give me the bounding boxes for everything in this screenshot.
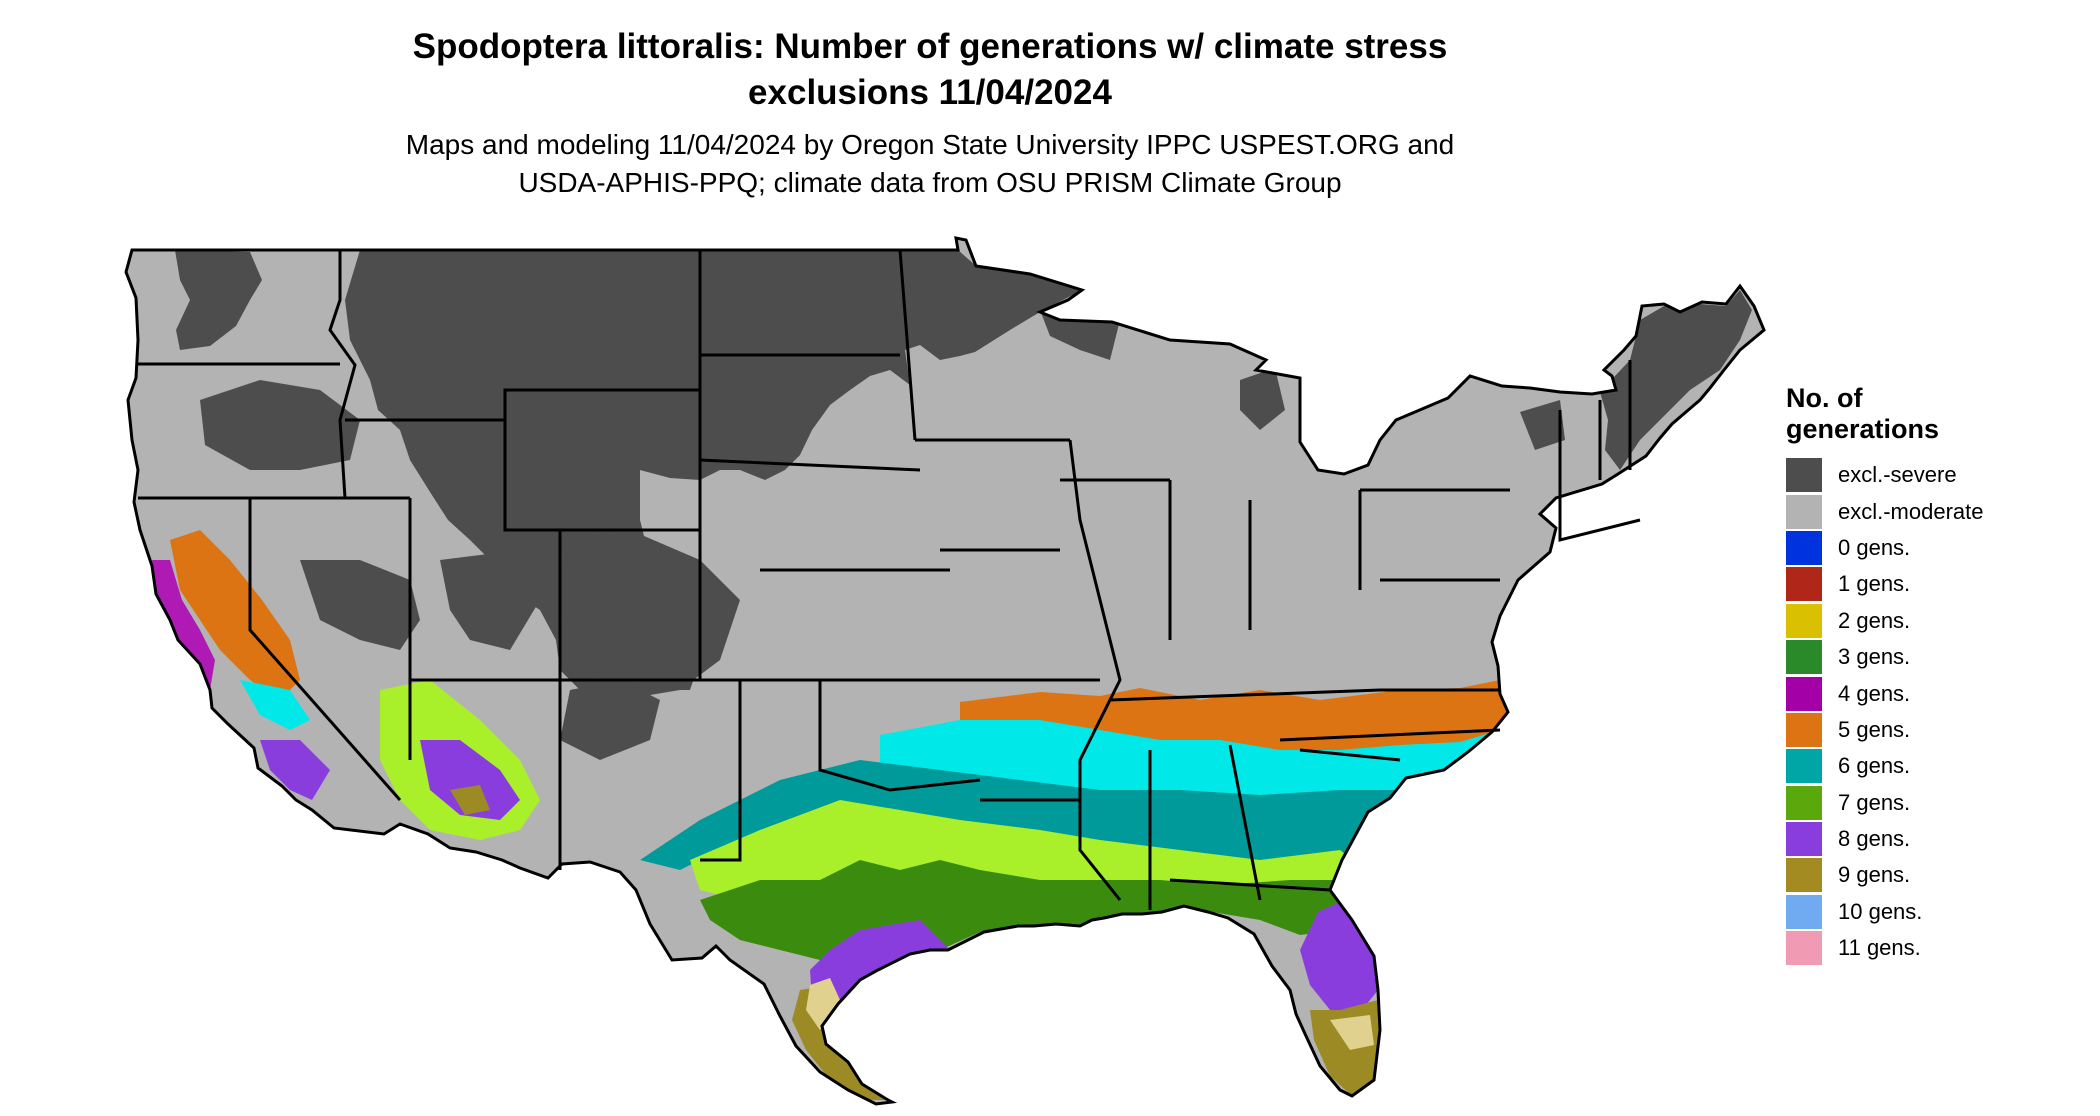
legend-swatch — [1786, 822, 1822, 857]
border-ga-fl — [1169, 878, 1331, 892]
border-ok-tx — [818, 680, 981, 792]
legend: No. of generations excl.-severe excl.-mod… — [1786, 383, 2046, 966]
border-ca-nv — [248, 498, 402, 801]
legend-swatch — [1786, 530, 1822, 565]
legend-swatch — [1786, 676, 1822, 711]
legend-item: excl.-moderate — [1786, 493, 2046, 529]
legend-label: 9 gens. — [1838, 862, 1911, 888]
region-gen6-south — [640, 760, 1480, 870]
map-subtitle-line2: USDA-APHIS-PPQ; climate data from OSU PR… — [518, 167, 1342, 198]
legend-swatch — [1786, 603, 1822, 638]
region-gen9-light-florida — [1330, 1015, 1374, 1050]
legend-label: 0 gens. — [1838, 534, 1911, 560]
border-mn-w — [898, 249, 917, 441]
region-excl-severe-ny — [1520, 400, 1565, 450]
region-gen8-socal — [260, 740, 330, 800]
legend-title-line1: No. of — [1786, 383, 1863, 413]
legend-label: 2 gens. — [1838, 607, 1911, 633]
map-title-line1: Spodoptera littoralis: Number of generat… — [412, 27, 1448, 66]
border-sd-ne — [699, 458, 921, 472]
border-al-ga — [1228, 744, 1262, 901]
region-gen5-california — [170, 530, 300, 700]
legend-swatch — [1786, 458, 1822, 493]
border-new-england — [1558, 410, 1641, 542]
state-borders — [124, 236, 1766, 1106]
map-subtitle-line1: Maps and modeling 11/04/2024 by Oregon S… — [405, 129, 1455, 160]
legend-swatch — [1786, 712, 1822, 747]
border-nc-sc — [1299, 748, 1401, 762]
legend-item: 7 gens. — [1786, 785, 2046, 821]
legend-swatch — [1786, 640, 1822, 675]
legend-label: 1 gens. — [1838, 571, 1911, 597]
legend-item: 10 gens. — [1786, 894, 2046, 930]
legend-item: 3 gens. — [1786, 639, 2046, 675]
legend-label: 11 gens. — [1838, 935, 1921, 961]
legend-swatch — [1786, 931, 1822, 966]
region-gen8-texas-coast — [810, 920, 950, 1005]
border-id-w — [328, 250, 357, 499]
legend-item: 1 gens. — [1786, 566, 2046, 602]
legend-title-line2: generations — [1786, 414, 1940, 444]
region-excl-severe-co — [560, 530, 740, 700]
legend-swatch — [1786, 494, 1822, 529]
region-excl-severe-upper-mi — [1240, 368, 1285, 430]
legend-swatch — [1786, 785, 1822, 820]
legend-label: 4 gens. — [1838, 680, 1911, 706]
region-gen9-light-south-texas — [806, 978, 840, 1030]
map-subtitle: Maps and modeling 11/04/2024 by Oregon S… — [0, 126, 1860, 202]
region-excl-severe-or — [200, 380, 360, 470]
legend-label: excl.-moderate — [1838, 498, 1984, 524]
region-gen6-light-california — [240, 680, 310, 730]
legend-item: 9 gens. — [1786, 857, 2046, 893]
legend-item: excl.-severe — [1786, 457, 2046, 493]
legend-label: 8 gens. — [1838, 826, 1911, 852]
map-title: Spodoptera littoralis: Number of generat… — [0, 24, 1860, 116]
legend-item: 4 gens. — [1786, 675, 2046, 711]
region-gen4-california — [152, 560, 215, 690]
legend-label: excl.-severe — [1838, 462, 1957, 488]
legend-swatch — [1786, 858, 1822, 893]
region-excl-severe-ut — [440, 550, 540, 650]
legend-swatch — [1786, 894, 1822, 929]
border-wy — [503, 390, 700, 532]
legend-label: 10 gens. — [1838, 898, 1923, 924]
legend-label: 6 gens. — [1838, 753, 1911, 779]
border-tn-nc — [1279, 728, 1501, 742]
region-excl-severe-new-england — [1600, 290, 1752, 470]
legend-title: No. of generations — [1786, 383, 2046, 445]
region-gen9-arizona — [450, 785, 490, 815]
region-excl-severe-nm — [560, 680, 660, 760]
border-nm-tx — [700, 680, 742, 862]
region-excl-severe-nw — [175, 250, 262, 350]
legend-item: 0 gens. — [1786, 530, 2046, 566]
border-ky-tn — [1109, 688, 1381, 702]
region-gen8-florida — [1300, 902, 1378, 1010]
legend-item: 11 gens. — [1786, 930, 2046, 966]
legend-item: 2 gens. — [1786, 603, 2046, 639]
legend-label: 3 gens. — [1838, 644, 1911, 670]
map-fill-layers — [126, 238, 1764, 1104]
border-ms-river — [1068, 439, 1122, 901]
legend-item: 8 gens. — [1786, 821, 2046, 857]
legend-items: excl.-severe excl.-moderate 0 gens. 1 gens.… — [1786, 457, 2046, 966]
legend-swatch — [1786, 567, 1822, 602]
map-title-line2: exclusions 11/04/2024 — [748, 73, 1112, 112]
legend-item: 5 gens. — [1786, 712, 2046, 748]
legend-swatch — [1786, 749, 1822, 784]
region-excl-severe-nv — [300, 560, 420, 650]
region-gen8-arizona — [420, 740, 520, 820]
legend-label: 5 gens. — [1838, 716, 1911, 742]
legend-label: 7 gens. — [1838, 789, 1911, 815]
legend-item: 6 gens. — [1786, 748, 2046, 784]
